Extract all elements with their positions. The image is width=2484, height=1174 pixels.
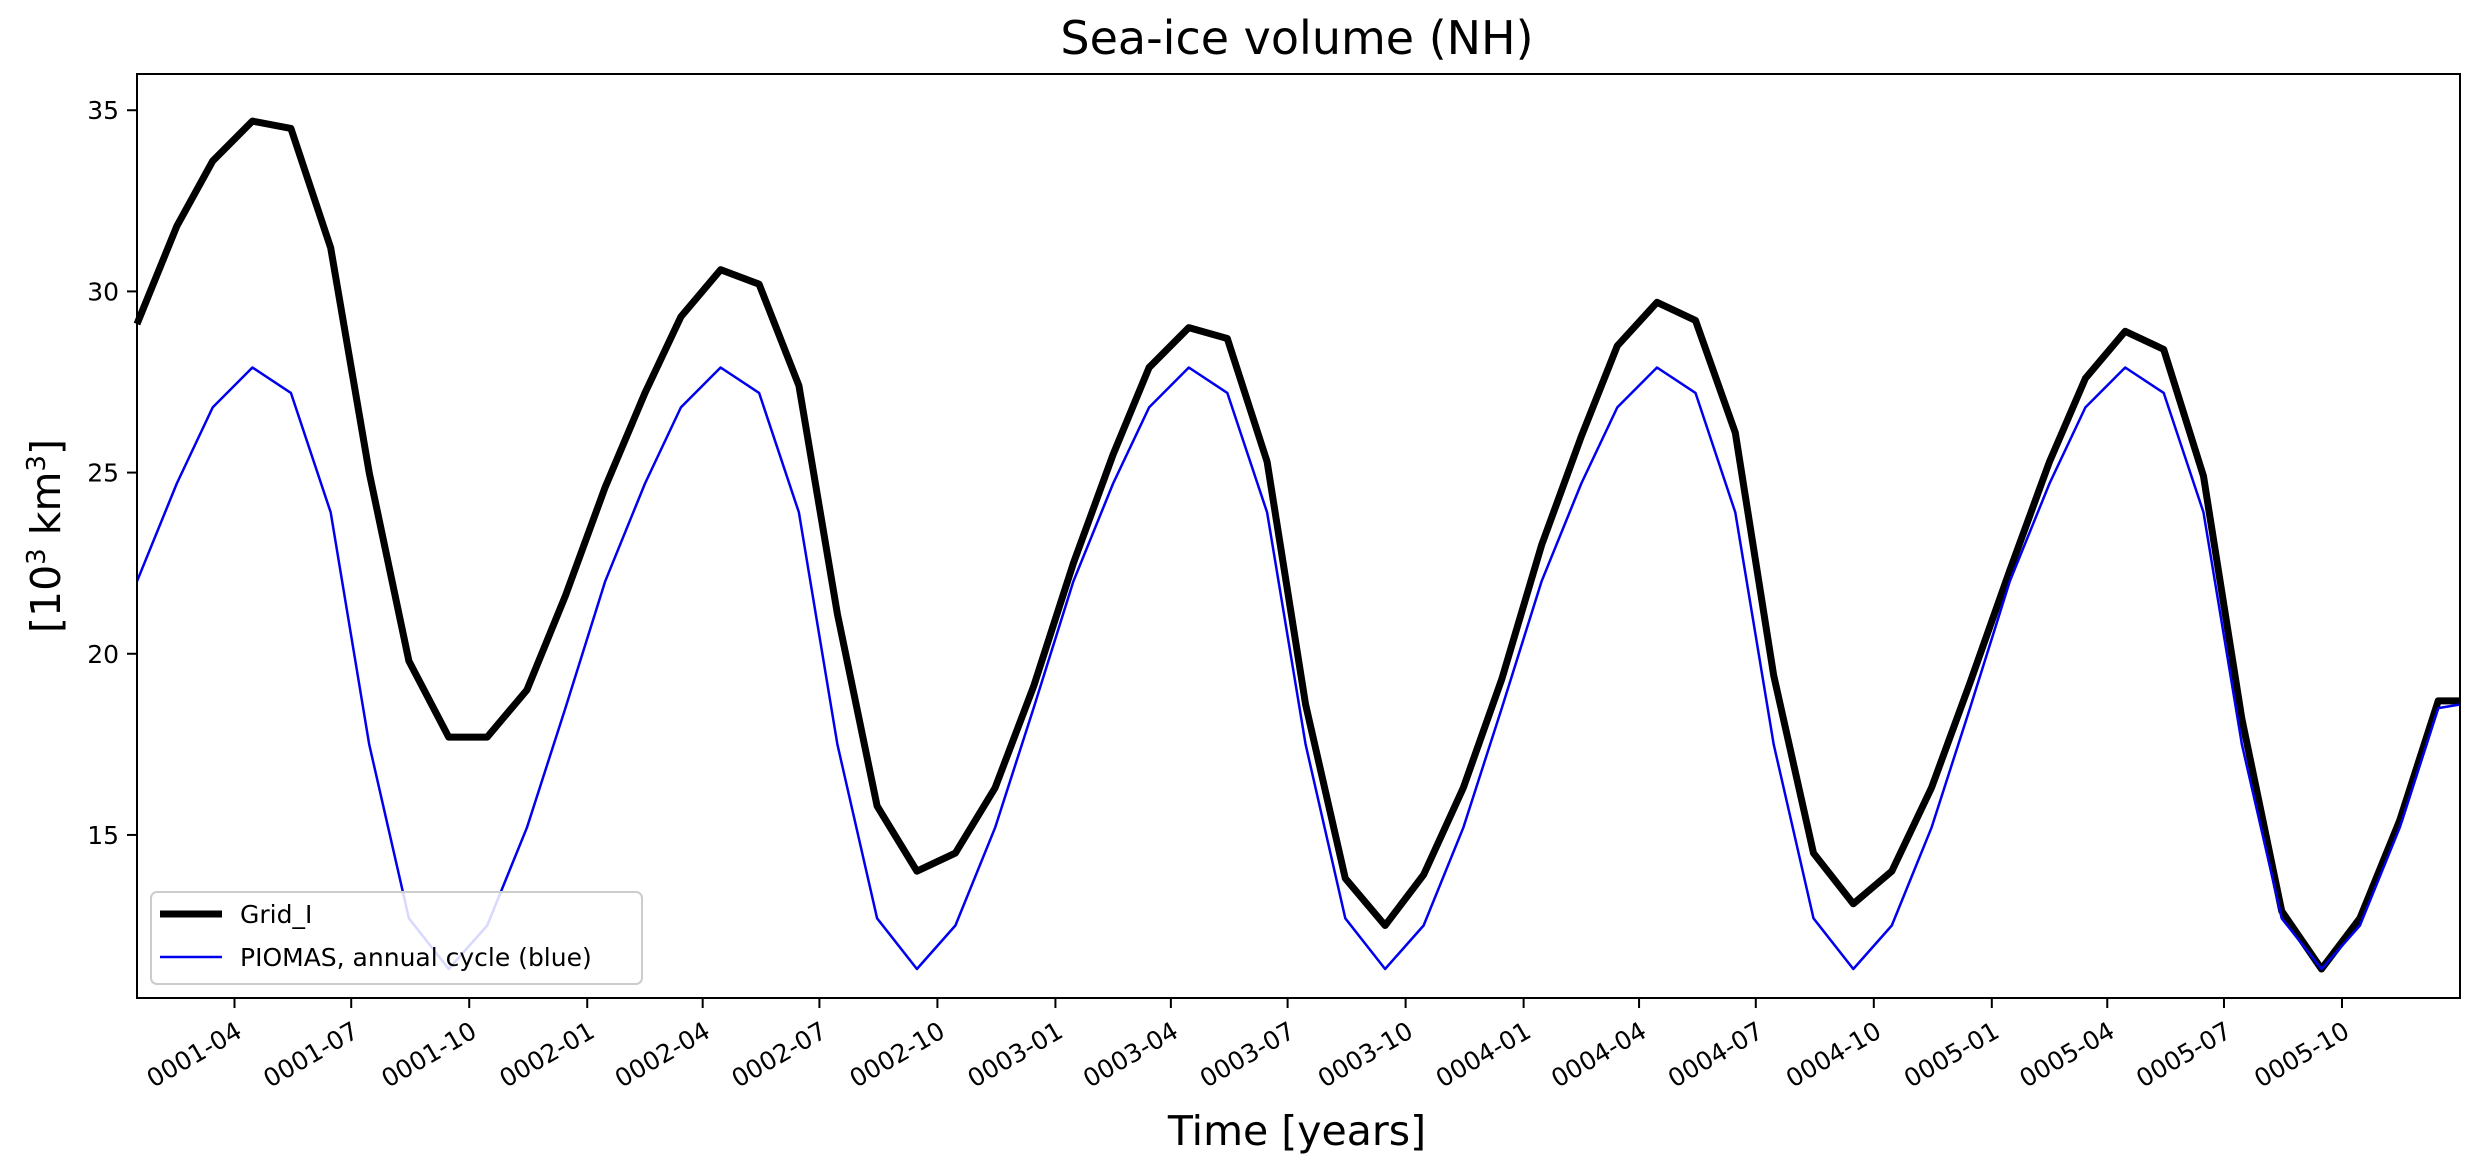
- y-tick-label: 15: [87, 821, 119, 850]
- y-label-mid: km: [22, 472, 70, 549]
- x-tick-label: 0005-04: [2014, 1016, 2119, 1093]
- x-tick-label: 0001-07: [258, 1016, 363, 1093]
- chart-title: Sea-ice volume (NH): [1060, 11, 1533, 65]
- y-tick-label: 35: [87, 96, 119, 125]
- series-layer: [133, 117, 2461, 973]
- y-label-sup1: 3: [22, 548, 52, 565]
- x-tick-label: 0003-10: [1313, 1016, 1418, 1093]
- y-axis: 15 20 25 30 35: [87, 96, 137, 850]
- x-tick-label: 0005-10: [2249, 1016, 2354, 1093]
- x-tick-label: 0005-07: [2131, 1016, 2236, 1093]
- x-tick-label: 0003-04: [1078, 1016, 1183, 1093]
- y-tick-label: 30: [87, 277, 119, 306]
- x-tick-label: 0003-01: [963, 1016, 1068, 1093]
- x-tick-label: 0002-04: [610, 1016, 715, 1093]
- x-tick-label: 0004-07: [1663, 1016, 1768, 1093]
- plot-frame: [136, 73, 2461, 999]
- y-label-post: ]: [22, 439, 70, 455]
- series-line-0: [133, 117, 2460, 973]
- y-tick-label: 25: [87, 459, 119, 488]
- x-tick-label: 0004-04: [1546, 1016, 1651, 1093]
- x-tick-label: 0005-01: [1899, 1016, 2004, 1093]
- y-label-pre: [10: [22, 565, 70, 633]
- legend-label-grid-i: Grid_I: [240, 900, 312, 929]
- x-tick-label: 0001-04: [142, 1016, 247, 1093]
- legend-label-piomas: PIOMAS, annual cycle (blue): [240, 943, 592, 972]
- x-tick-label: 0004-10: [1781, 1016, 1886, 1093]
- x-tick-label: 0002-01: [494, 1016, 599, 1093]
- x-tick-label: 0001-10: [376, 1016, 481, 1093]
- x-axis: 0001-04 0001-07 0001-10 0002-01 0002-04 0002-…: [142, 998, 2354, 1093]
- y-tick-label: 20: [87, 640, 119, 669]
- x-tick-label: 0004-01: [1431, 1016, 1536, 1093]
- legend: Grid_I PIOMAS, annual cycle (blue): [150, 891, 643, 985]
- series-line-1: [135, 366, 2461, 971]
- x-axis-label: Time [years]: [1167, 1107, 1426, 1155]
- y-label-sup2: 3: [22, 455, 52, 472]
- x-tick-label: 0003-07: [1195, 1016, 1300, 1093]
- x-tick-label: 0002-10: [845, 1016, 950, 1093]
- y-axis-label: [103 km3]: [22, 439, 70, 633]
- x-tick-label: 0002-07: [727, 1016, 832, 1093]
- legend-box: [150, 891, 643, 985]
